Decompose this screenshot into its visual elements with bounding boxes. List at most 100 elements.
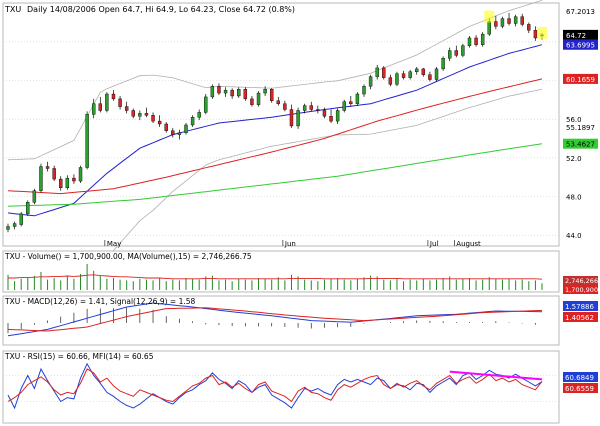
price-badge-text: 63.6995 [566, 42, 595, 50]
candle-body [92, 103, 96, 115]
price-badge-text: 60.1659 [566, 76, 595, 84]
macd-panel-frame [2, 295, 560, 346]
price-panel: 67.2013 56.055.1897 52.0 48.0 44.0 64.72 63.69… [2, 0, 598, 274]
candle-body [144, 113, 149, 116]
candle-body [302, 105, 307, 111]
candle-body [210, 86, 215, 98]
candle-body [223, 89, 228, 94]
volume-bars [7, 264, 543, 290]
highlight-box [484, 10, 495, 23]
candle-body [415, 68, 419, 73]
rsi-mfi-lines [3, 362, 559, 410]
candle-body [474, 37, 478, 45]
candle-body [480, 33, 485, 45]
candle-body [507, 18, 511, 24]
candle-body [157, 120, 162, 125]
candle-body [382, 67, 386, 78]
candle-body [85, 114, 89, 168]
price-badge-bg [563, 29, 598, 40]
candle-body [217, 86, 221, 94]
candle-body [388, 77, 393, 85]
month-label: Jun [284, 240, 296, 248]
candle-body [32, 190, 37, 203]
bollinger-band [7, 0, 543, 161]
month-label: Jul [429, 240, 439, 248]
candle-body [230, 89, 234, 97]
candle-body [335, 110, 340, 122]
candle-body [52, 168, 56, 180]
candle-body [59, 178, 63, 189]
price-axis: 67.2013 56.055.1897 52.0 48.0 44.0 64.72 63.69… [563, 8, 598, 240]
price-axis-label: 67.2013 [566, 8, 595, 16]
moving-average-line [7, 78, 543, 195]
macd-badges: 1.57886 1.40562 [563, 301, 598, 322]
month-label: May [107, 240, 121, 248]
candle-body [454, 50, 458, 56]
candle-body [164, 123, 168, 131]
rsi-panel: TXU - RSI(15) = 60.66, MFI(14) = 60.65 6… [2, 350, 598, 424]
macd-line [7, 302, 543, 337]
candle-body [401, 73, 406, 78]
candle-body [520, 16, 524, 25]
candle-body [283, 103, 287, 110]
macd-badge-bg [563, 301, 598, 311]
candle-body [487, 21, 491, 35]
rsi-line [7, 368, 543, 403]
volume-badge-text: 1,700,900 [565, 286, 598, 294]
volume-panel-frame [2, 250, 560, 293]
month-labels: May Jun Jul August [104, 240, 481, 248]
candle-body [12, 223, 17, 227]
candle-body [151, 115, 155, 122]
candle-body [237, 88, 241, 97]
price-axis-label: 52.0 [566, 155, 582, 163]
candle-body [26, 202, 30, 215]
candle-body [533, 30, 538, 39]
price-badge-text: 53.4627 [566, 141, 595, 149]
price-axis-label: 56.0 [566, 116, 582, 124]
month-label: August [456, 240, 481, 248]
header-text: Daily 14/08/2006 Open 64.7, Hi 64.9, Lo … [27, 5, 295, 14]
candle-body [375, 67, 379, 77]
candle-body [105, 93, 109, 111]
price-panel-frame [2, 2, 560, 247]
signal-line [7, 307, 543, 332]
price-axis-label: 48.0 [566, 194, 582, 202]
macd-panel: TXU - MACD(12,26) = 1.41, Signal(12,26,9… [2, 295, 598, 346]
candle-body [111, 93, 116, 100]
candle-body [118, 98, 122, 107]
candle-body [322, 110, 327, 117]
volume-badge-text: 2,746,266 [565, 277, 598, 285]
last-candles-highlight [484, 10, 547, 39]
volume-badge-bg [563, 285, 598, 294]
macd-badge-text: 1.40562 [565, 314, 594, 322]
candle-body [65, 177, 70, 188]
candle-body [171, 130, 175, 135]
candle-body [6, 226, 10, 230]
volume-badge-bg [563, 276, 598, 285]
macd-lines [7, 302, 543, 337]
price-axis-label: 44.0 [566, 232, 582, 240]
candle-body [138, 113, 142, 117]
candle-body [197, 112, 201, 118]
price-badge-bg [563, 138, 598, 149]
rsi-panel-frame [2, 350, 560, 424]
candle-body [184, 124, 188, 133]
candle-body [270, 88, 274, 101]
candle-body [434, 68, 439, 80]
price-badge-bg [563, 39, 598, 50]
price-badge-text: 64.72 [566, 32, 586, 40]
candle-body [39, 166, 43, 191]
candle-body [421, 68, 426, 75]
candle-body [513, 16, 518, 24]
candle-body [527, 24, 531, 31]
volume-ma-line [8, 274, 543, 280]
candle-body [395, 73, 399, 85]
candle-body [19, 213, 23, 225]
candle-body [342, 101, 346, 111]
macd-badge-bg [563, 312, 598, 322]
rsi-badge-text: 60.6849 [565, 374, 594, 382]
candle-body [362, 86, 366, 95]
rsi-badge-text: 60.6559 [565, 385, 594, 393]
